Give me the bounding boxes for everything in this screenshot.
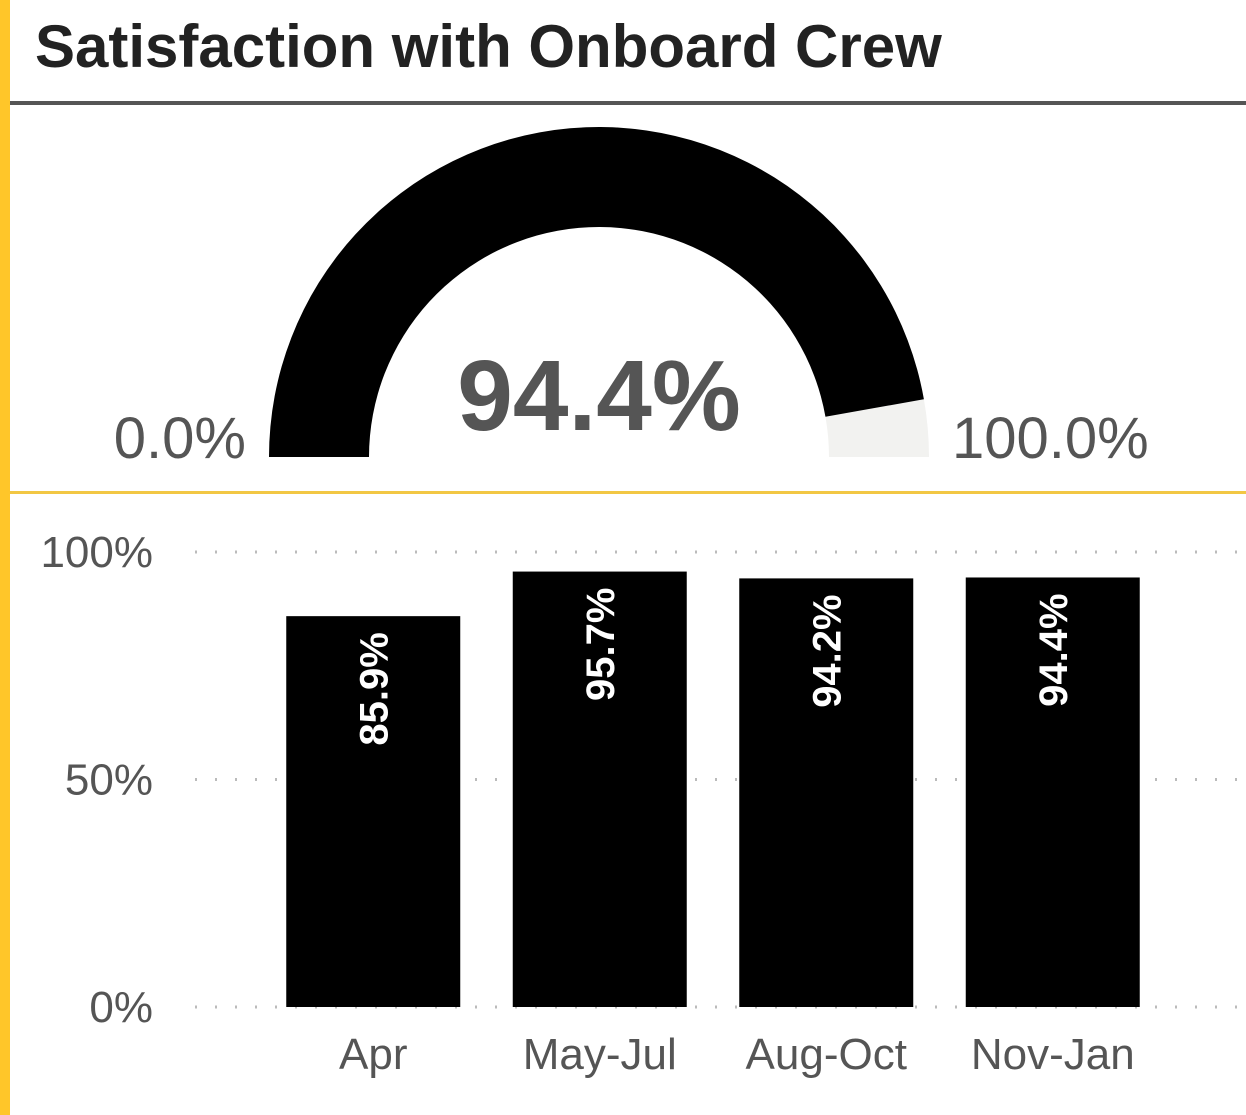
x-tick-label: Nov-Jan xyxy=(971,1030,1135,1079)
gauge-value-arc xyxy=(269,127,924,457)
x-tick-label: Apr xyxy=(339,1030,407,1079)
bar xyxy=(286,616,461,1007)
bar xyxy=(512,571,687,1007)
y-tick-label: 50% xyxy=(65,756,153,805)
bar-value-label: 95.7% xyxy=(579,588,623,701)
x-tick-label: Aug-Oct xyxy=(746,1030,907,1079)
bar xyxy=(965,577,1140,1007)
bar-value-label: 85.9% xyxy=(352,632,396,745)
bar-value-label: 94.4% xyxy=(1032,593,1076,706)
gauge-range-label: 0.0% xyxy=(114,406,246,471)
section-rule xyxy=(10,491,1246,494)
gauge-track xyxy=(825,399,929,457)
accent-bar xyxy=(0,0,10,1115)
gauge-range-label: 100.0% xyxy=(952,406,1149,471)
title-rule xyxy=(10,101,1246,105)
y-tick-label: 100% xyxy=(40,528,153,577)
bar-value-label: 94.2% xyxy=(805,594,849,707)
x-tick-label: May-Jul xyxy=(523,1030,677,1079)
gauge-value-label: 94.4% xyxy=(457,340,741,452)
bar xyxy=(739,578,914,1007)
card-title: Satisfaction with Onboard Crew xyxy=(35,13,942,80)
y-tick-label: 0% xyxy=(89,983,153,1032)
